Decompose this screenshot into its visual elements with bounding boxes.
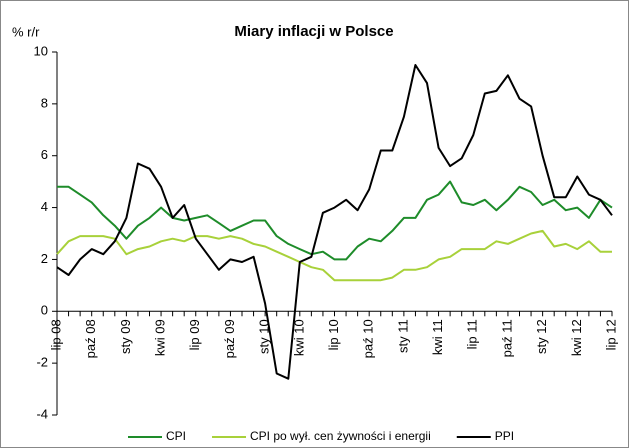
x-tick-label: lip 10 (326, 319, 341, 350)
legend-label: CPI po wył. cen żywności i energii (250, 429, 431, 443)
y-tick-label: -2 (36, 355, 48, 370)
x-tick-label: sty 10 (257, 319, 272, 354)
x-tick-label: lip 11 (465, 319, 480, 349)
y-tick-label: 6 (41, 147, 48, 162)
x-tick-label: paź 08 (83, 319, 98, 358)
x-tick-label: lip 09 (187, 319, 202, 350)
y-tick-label: 2 (41, 251, 48, 266)
y-tick-label: 4 (41, 199, 48, 214)
y-tick-label: 0 (41, 303, 48, 318)
x-tick-label: paź 10 (361, 319, 376, 358)
y-tick-label: 10 (34, 43, 48, 58)
x-tick-label: lip 12 (603, 319, 618, 350)
x-tick-label: kwi 09 (153, 319, 168, 356)
legend-label: CPI (166, 429, 186, 443)
series-line (56, 64, 613, 380)
y-tick-label: -4 (36, 406, 48, 421)
x-tick-label: sty 12 (534, 319, 549, 354)
x-tick-label: paź 09 (222, 319, 237, 358)
x-tick-label: lip 08 (48, 319, 63, 350)
x-tick-label: paź 11 (499, 319, 514, 357)
series-line (57, 180, 613, 261)
x-tick-label: kwi 12 (569, 319, 584, 356)
x-tick-label: kwi 11 (430, 319, 445, 355)
legend-label: PPI (495, 429, 514, 443)
y-axis-label: % r/r (12, 24, 40, 39)
y-tick-label: 8 (41, 95, 48, 110)
chart-title: Miary inflacji w Polsce (234, 23, 393, 40)
x-tick-label: sty 09 (118, 319, 133, 354)
series-line (56, 229, 612, 282)
x-tick-label: kwi 10 (291, 319, 306, 356)
x-tick-label: sty 11 (395, 319, 410, 353)
